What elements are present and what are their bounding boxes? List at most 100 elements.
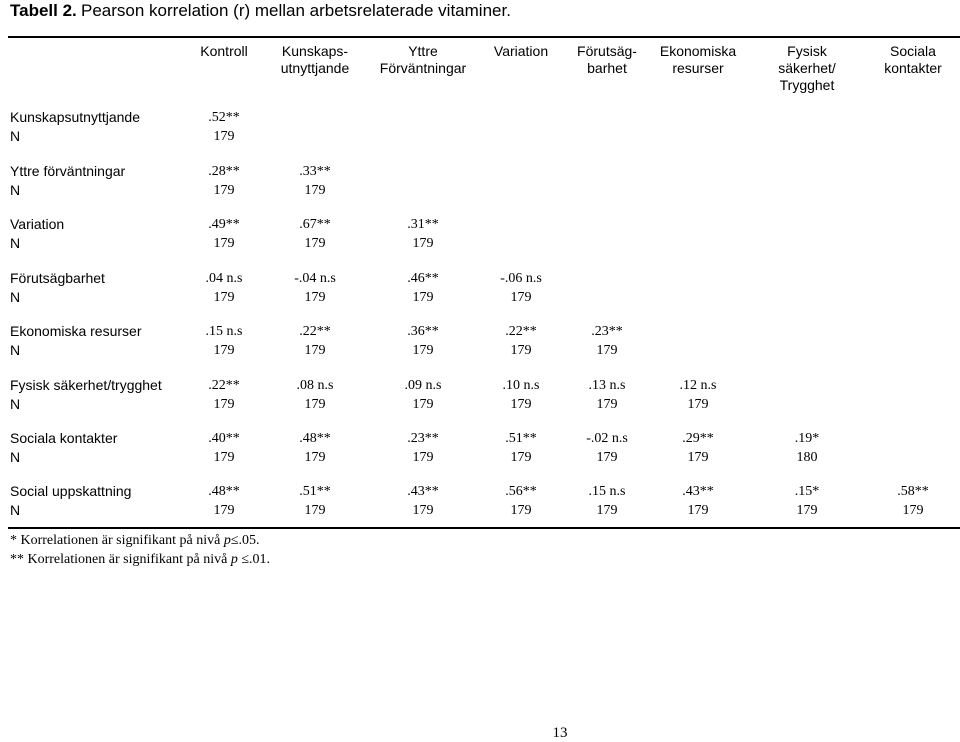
table-caption: Pearson korrelation (r) mellan arbetsrel… [81, 1, 511, 20]
row-label: Ekonomiska resurser [10, 323, 142, 339]
correlation-value: .51** [299, 484, 331, 499]
top-rule [8, 36, 960, 38]
column-header: Yttre Förväntningar [363, 43, 483, 77]
row-label: Yttre förväntningar [10, 163, 126, 179]
sample-size: 179 [213, 503, 235, 518]
correlation-value: .23** [591, 324, 623, 339]
column-header-line: kontakter [884, 60, 942, 76]
n-label: N [10, 128, 21, 144]
correlation-value: .31** [407, 217, 439, 232]
correlation-value: .23** [407, 431, 439, 446]
sample-size: 179 [510, 503, 532, 518]
sample-size: 179 [304, 183, 326, 198]
table-title: Tabell 2. Pearson korrelation (r) mellan… [10, 0, 511, 22]
correlation-value: .22** [505, 324, 537, 339]
sample-size: 179 [596, 397, 618, 412]
correlation-value: .58** [897, 484, 929, 499]
correlation-value: .28** [208, 164, 240, 179]
column-header-line: Variation [493, 43, 549, 59]
n-label: N [10, 502, 21, 518]
column-header-line: Fysisk [787, 43, 827, 59]
correlation-value: .22** [299, 324, 331, 339]
correlation-value: .12 n.s [679, 378, 717, 393]
sample-size: 179 [687, 397, 709, 412]
sample-size: 179 [213, 236, 235, 251]
n-label: N [10, 342, 21, 358]
sample-size: 179 [213, 397, 235, 412]
column-header-line: Förutsäg- [577, 43, 637, 59]
n-label: N [10, 235, 21, 251]
sample-size: 179 [213, 129, 235, 144]
correlation-value: .22** [208, 378, 240, 393]
column-header-line: Ekonomiska [659, 43, 737, 59]
bottom-rule [8, 527, 960, 529]
sample-size: 180 [796, 450, 818, 465]
column-header-line: Förväntningar [379, 60, 467, 76]
correlation-value: .08 n.s [296, 378, 334, 393]
sample-size: 179 [412, 236, 434, 251]
correlation-value: .10 n.s [502, 378, 540, 393]
footnote-2: ** Korrelationen är signifikant på nivå … [10, 552, 271, 567]
correlation-value: .36** [407, 324, 439, 339]
sample-size: 179 [412, 290, 434, 305]
sample-size: 179 [596, 343, 618, 358]
sample-size: 179 [596, 450, 618, 465]
column-header-line: barhet [587, 60, 627, 76]
sample-size: 179 [412, 397, 434, 412]
sample-size: 179 [510, 343, 532, 358]
sample-size: 179 [596, 503, 618, 518]
sample-size: 179 [304, 343, 326, 358]
column-header: Ekonomiska resurser [638, 43, 758, 77]
column-header-line: resurser [672, 60, 724, 76]
correlation-value: .49** [208, 217, 240, 232]
column-header-line: säkerhet/ [778, 60, 836, 76]
correlation-value: .56** [505, 484, 537, 499]
sample-size: 179 [213, 290, 235, 305]
footnote-1: * Korrelationen är signifikant på nivå p… [10, 533, 260, 548]
sample-size: 179 [412, 503, 434, 518]
correlation-value: .48** [299, 431, 331, 446]
column-header-line: utnyttjande [280, 60, 350, 76]
n-label: N [10, 396, 21, 412]
row-label: Fysisk säkerhet/trygghet [10, 377, 162, 393]
correlation-value: .19* [794, 431, 820, 446]
correlation-value: .29** [682, 431, 714, 446]
n-label: N [10, 182, 21, 198]
correlation-value: -.02 n.s [586, 431, 628, 446]
column-header: Variation [461, 43, 581, 60]
correlation-value: .48** [208, 484, 240, 499]
sample-size: 179 [213, 183, 235, 198]
column-header-line: Kontroll [200, 43, 248, 59]
sample-size: 179 [213, 343, 235, 358]
row-label: Variation [10, 216, 65, 232]
n-label: N [10, 449, 21, 465]
correlation-value: .13 n.s [588, 378, 626, 393]
column-header: Kunskaps-utnyttjande [255, 43, 375, 77]
sample-size: 179 [412, 343, 434, 358]
correlation-value: .15 n.s [205, 324, 243, 339]
correlation-value: .46** [407, 271, 439, 286]
sample-size: 179 [510, 290, 532, 305]
column-header: Förutsäg-barhet [547, 43, 667, 77]
sample-size: 179 [213, 450, 235, 465]
column-header-line: Kunskaps- [281, 43, 349, 59]
sample-size: 179 [304, 503, 326, 518]
sample-size: 179 [304, 450, 326, 465]
sample-size: 179 [687, 450, 709, 465]
page-number: 13 [552, 725, 568, 741]
row-label: Förutsägbarhet [10, 270, 105, 286]
correlation-value: -.04 n.s [294, 271, 336, 286]
sample-size: 179 [687, 503, 709, 518]
correlation-value: -.06 n.s [500, 271, 542, 286]
column-header-line: Sociala [890, 43, 936, 59]
sample-size: 179 [796, 503, 818, 518]
row-label: Sociala kontakter [10, 430, 118, 446]
column-header: Fysisk säkerhet/Trygghet [747, 43, 867, 94]
column-header: Kontroll [164, 43, 284, 60]
row-label: Social uppskattning [10, 483, 132, 499]
sample-size: 179 [510, 450, 532, 465]
correlation-value: .09 n.s [404, 378, 442, 393]
sample-size: 179 [902, 503, 924, 518]
row-label: Kunskapsutnyttjande [10, 109, 140, 125]
sample-size: 179 [304, 397, 326, 412]
